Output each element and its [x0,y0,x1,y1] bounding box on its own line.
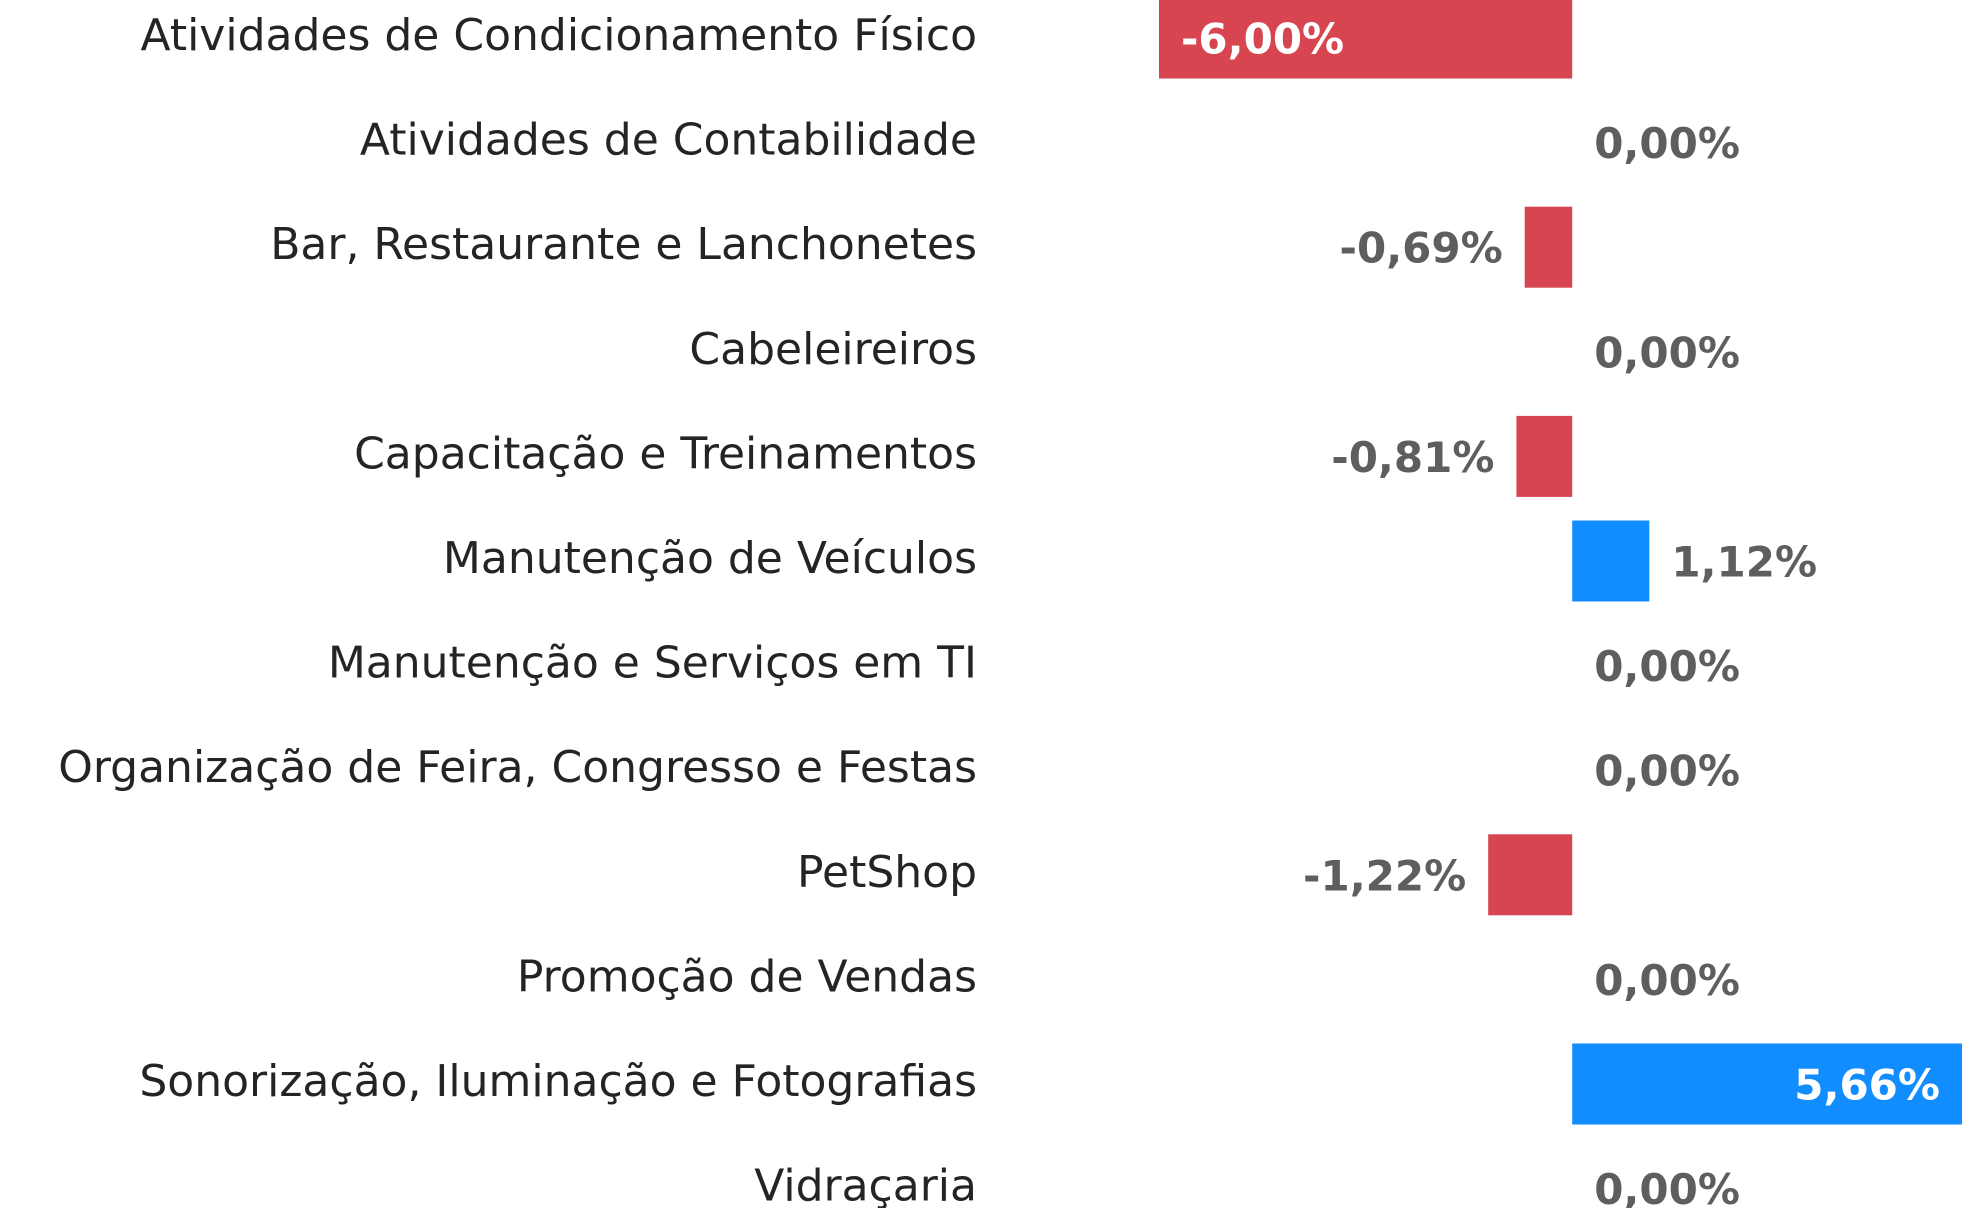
category-label: PetShop [797,847,977,898]
category-label: Atividades de Condicionamento Físico [141,10,978,61]
category-label: Manutenção de Veículos [443,533,977,584]
data-label: 0,00% [1594,747,1740,796]
category-label: Atividades de Contabilidade [360,115,977,166]
category-label: Organização de Feira, Congresso e Festas [58,742,977,793]
bar [1516,415,1573,497]
data-label: -0,81% [1331,433,1494,482]
bar [1488,834,1573,916]
bar [1572,520,1650,602]
bar [1159,0,1573,79]
data-label: 0,00% [1594,328,1740,377]
category-label: Bar, Restaurante e Lanchonetes [270,219,977,270]
data-label: -6,00% [1181,15,1344,64]
category-label: Manutenção e Serviços em TI [328,638,977,689]
data-label: 0,00% [1594,642,1740,691]
data-label: 0,00% [1594,1165,1740,1208]
bar [1524,206,1573,288]
data-label: 1,12% [1671,538,1817,587]
data-label: -0,69% [1340,224,1503,273]
category-label: Sonorização, Iluminação e Fotografias [139,1056,977,1107]
category-label: Promoção de Vendas [517,951,977,1002]
data-label: -1,22% [1303,851,1466,900]
bar [1572,1043,1962,1125]
category-label: Vidraçaria [754,1161,977,1208]
data-label: 0,00% [1594,119,1740,168]
data-label: 0,00% [1594,956,1740,1005]
data-label: 5,66% [1794,1061,1940,1110]
category-label: Capacitação e Treinamentos [354,428,977,479]
category-label: Cabeleireiros [689,324,977,375]
